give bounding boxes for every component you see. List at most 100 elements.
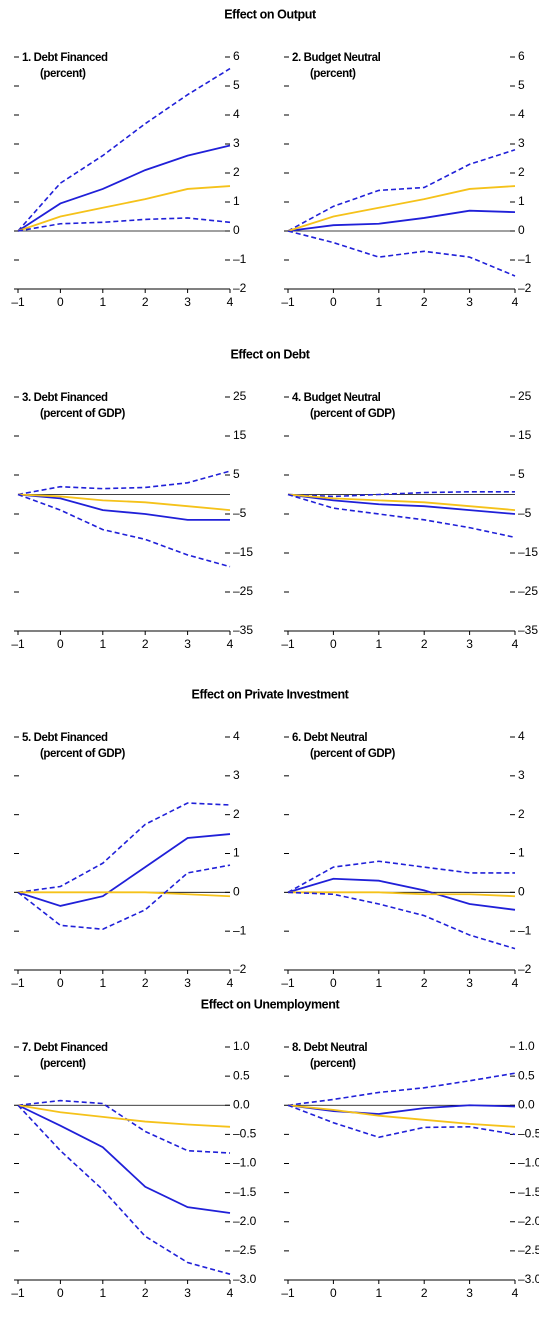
panel-subtitle: (percent)	[310, 68, 356, 80]
panel-subtitle: (percent)	[310, 1058, 356, 1070]
panel-title: 7. Debt Financed	[22, 1042, 108, 1054]
section-title: Effect on Unemployment	[201, 997, 341, 1011]
panel-title: 5. Debt Financed	[22, 732, 108, 744]
y-tick-label: –2	[233, 281, 247, 295]
x-tick-label: 3	[184, 295, 191, 309]
y-tick-label: 2	[518, 165, 525, 179]
x-tick-label: –1	[11, 976, 25, 990]
x-tick-label: 1	[375, 976, 382, 990]
x-tick-label: 2	[142, 295, 149, 309]
x-tick-label: 1	[99, 976, 106, 990]
y-tick-label: –25	[233, 584, 253, 598]
y-tick-label: 2	[233, 165, 240, 179]
y-tick-label: –15	[518, 545, 538, 559]
y-tick-label: –2	[518, 962, 532, 976]
band-line	[17, 1104, 231, 1275]
y-tick-label: 0	[233, 885, 240, 899]
y-tick-label: –35	[518, 623, 538, 637]
series-line	[17, 1104, 231, 1128]
band-line	[287, 1072, 516, 1107]
x-tick-label: 4	[512, 295, 519, 309]
series-line	[18, 891, 231, 898]
band-line	[17, 802, 231, 894]
band-line	[287, 1104, 516, 1139]
x-tick-label: 2	[421, 976, 428, 990]
y-tick-label: 0	[233, 223, 240, 237]
x-tick-label: –1	[281, 976, 295, 990]
panel-subtitle: (percent of GDP)	[310, 408, 396, 420]
panel-subtitle: (percent)	[40, 68, 86, 80]
section-title: Effect on Private Investment	[192, 687, 350, 701]
x-tick-label: 1	[99, 637, 106, 651]
y-tick-label: 4	[518, 107, 525, 121]
panel-title: 2. Budget Neutral	[292, 52, 381, 64]
series-line	[287, 1104, 516, 1128]
panel-title: 3. Debt Financed	[22, 392, 108, 404]
panel-subtitle: (percent)	[40, 1058, 86, 1070]
y-tick-label: –1.0	[518, 1156, 539, 1170]
x-tick-label: 0	[330, 637, 337, 651]
y-tick-label: 3	[518, 768, 525, 782]
x-tick-label: –1	[281, 295, 295, 309]
x-tick-label: 2	[142, 1286, 149, 1300]
x-tick-label: –1	[11, 1286, 25, 1300]
x-tick-label: 2	[142, 637, 149, 651]
y-tick-label: 6	[233, 49, 240, 63]
x-tick-label: 2	[142, 976, 149, 990]
x-tick-label: 0	[57, 976, 64, 990]
y-tick-label: 25	[518, 389, 532, 403]
y-tick-label: 3	[233, 768, 240, 782]
x-tick-label: 3	[184, 976, 191, 990]
band-line	[17, 493, 231, 568]
y-tick-label: 3	[518, 136, 525, 150]
x-tick-label: 4	[512, 637, 519, 651]
x-tick-label: –1	[11, 637, 25, 651]
series-line	[287, 493, 516, 515]
panel-title: 4. Budget Neutral	[292, 392, 381, 404]
x-tick-label: 0	[330, 1286, 337, 1300]
y-tick-label: –1	[518, 923, 532, 937]
y-tick-label: –2.0	[233, 1214, 257, 1228]
band-line	[287, 149, 516, 232]
series-line	[17, 144, 231, 232]
y-tick-label: –2.5	[233, 1243, 257, 1257]
x-tick-label: 3	[466, 295, 473, 309]
y-tick-label: 15	[518, 428, 532, 442]
y-tick-label: –35	[233, 623, 253, 637]
panel-subtitle: (percent of GDP)	[40, 408, 126, 420]
series-line	[17, 493, 230, 521]
x-tick-label: 3	[466, 976, 473, 990]
series-line	[287, 493, 516, 511]
band-line	[287, 230, 516, 277]
y-tick-label: 4	[233, 107, 240, 121]
x-tick-label: 2	[421, 1286, 428, 1300]
series-line	[288, 891, 516, 898]
panel-subtitle: (percent of GDP)	[310, 748, 396, 760]
y-tick-label: –1	[233, 923, 247, 937]
y-tick-label: –15	[233, 545, 253, 559]
y-tick-label: 1.0	[518, 1039, 535, 1053]
y-tick-label: 0.0	[518, 1097, 535, 1111]
series-line	[287, 209, 516, 232]
y-tick-label: 0	[518, 885, 525, 899]
y-tick-label: –5	[233, 506, 247, 520]
band-line	[17, 1099, 231, 1154]
x-tick-label: 0	[57, 637, 64, 651]
y-tick-label: 2	[233, 807, 240, 821]
y-tick-label: 6	[518, 49, 525, 63]
y-tick-label: –3.0	[233, 1272, 257, 1286]
x-tick-label: 4	[227, 295, 234, 309]
y-tick-label: –1.5	[518, 1185, 539, 1199]
x-tick-label: 3	[466, 1286, 473, 1300]
y-tick-label: 1	[518, 846, 525, 860]
band-line	[17, 217, 231, 232]
y-tick-label: –2.5	[518, 1243, 539, 1257]
series-line	[17, 1104, 231, 1214]
y-tick-label: 0.5	[518, 1068, 535, 1082]
series-line	[17, 185, 231, 232]
y-tick-label: 5	[233, 78, 240, 92]
x-tick-label: –1	[281, 637, 295, 651]
y-tick-label: –2.0	[518, 1214, 539, 1228]
x-tick-label: 1	[375, 295, 382, 309]
